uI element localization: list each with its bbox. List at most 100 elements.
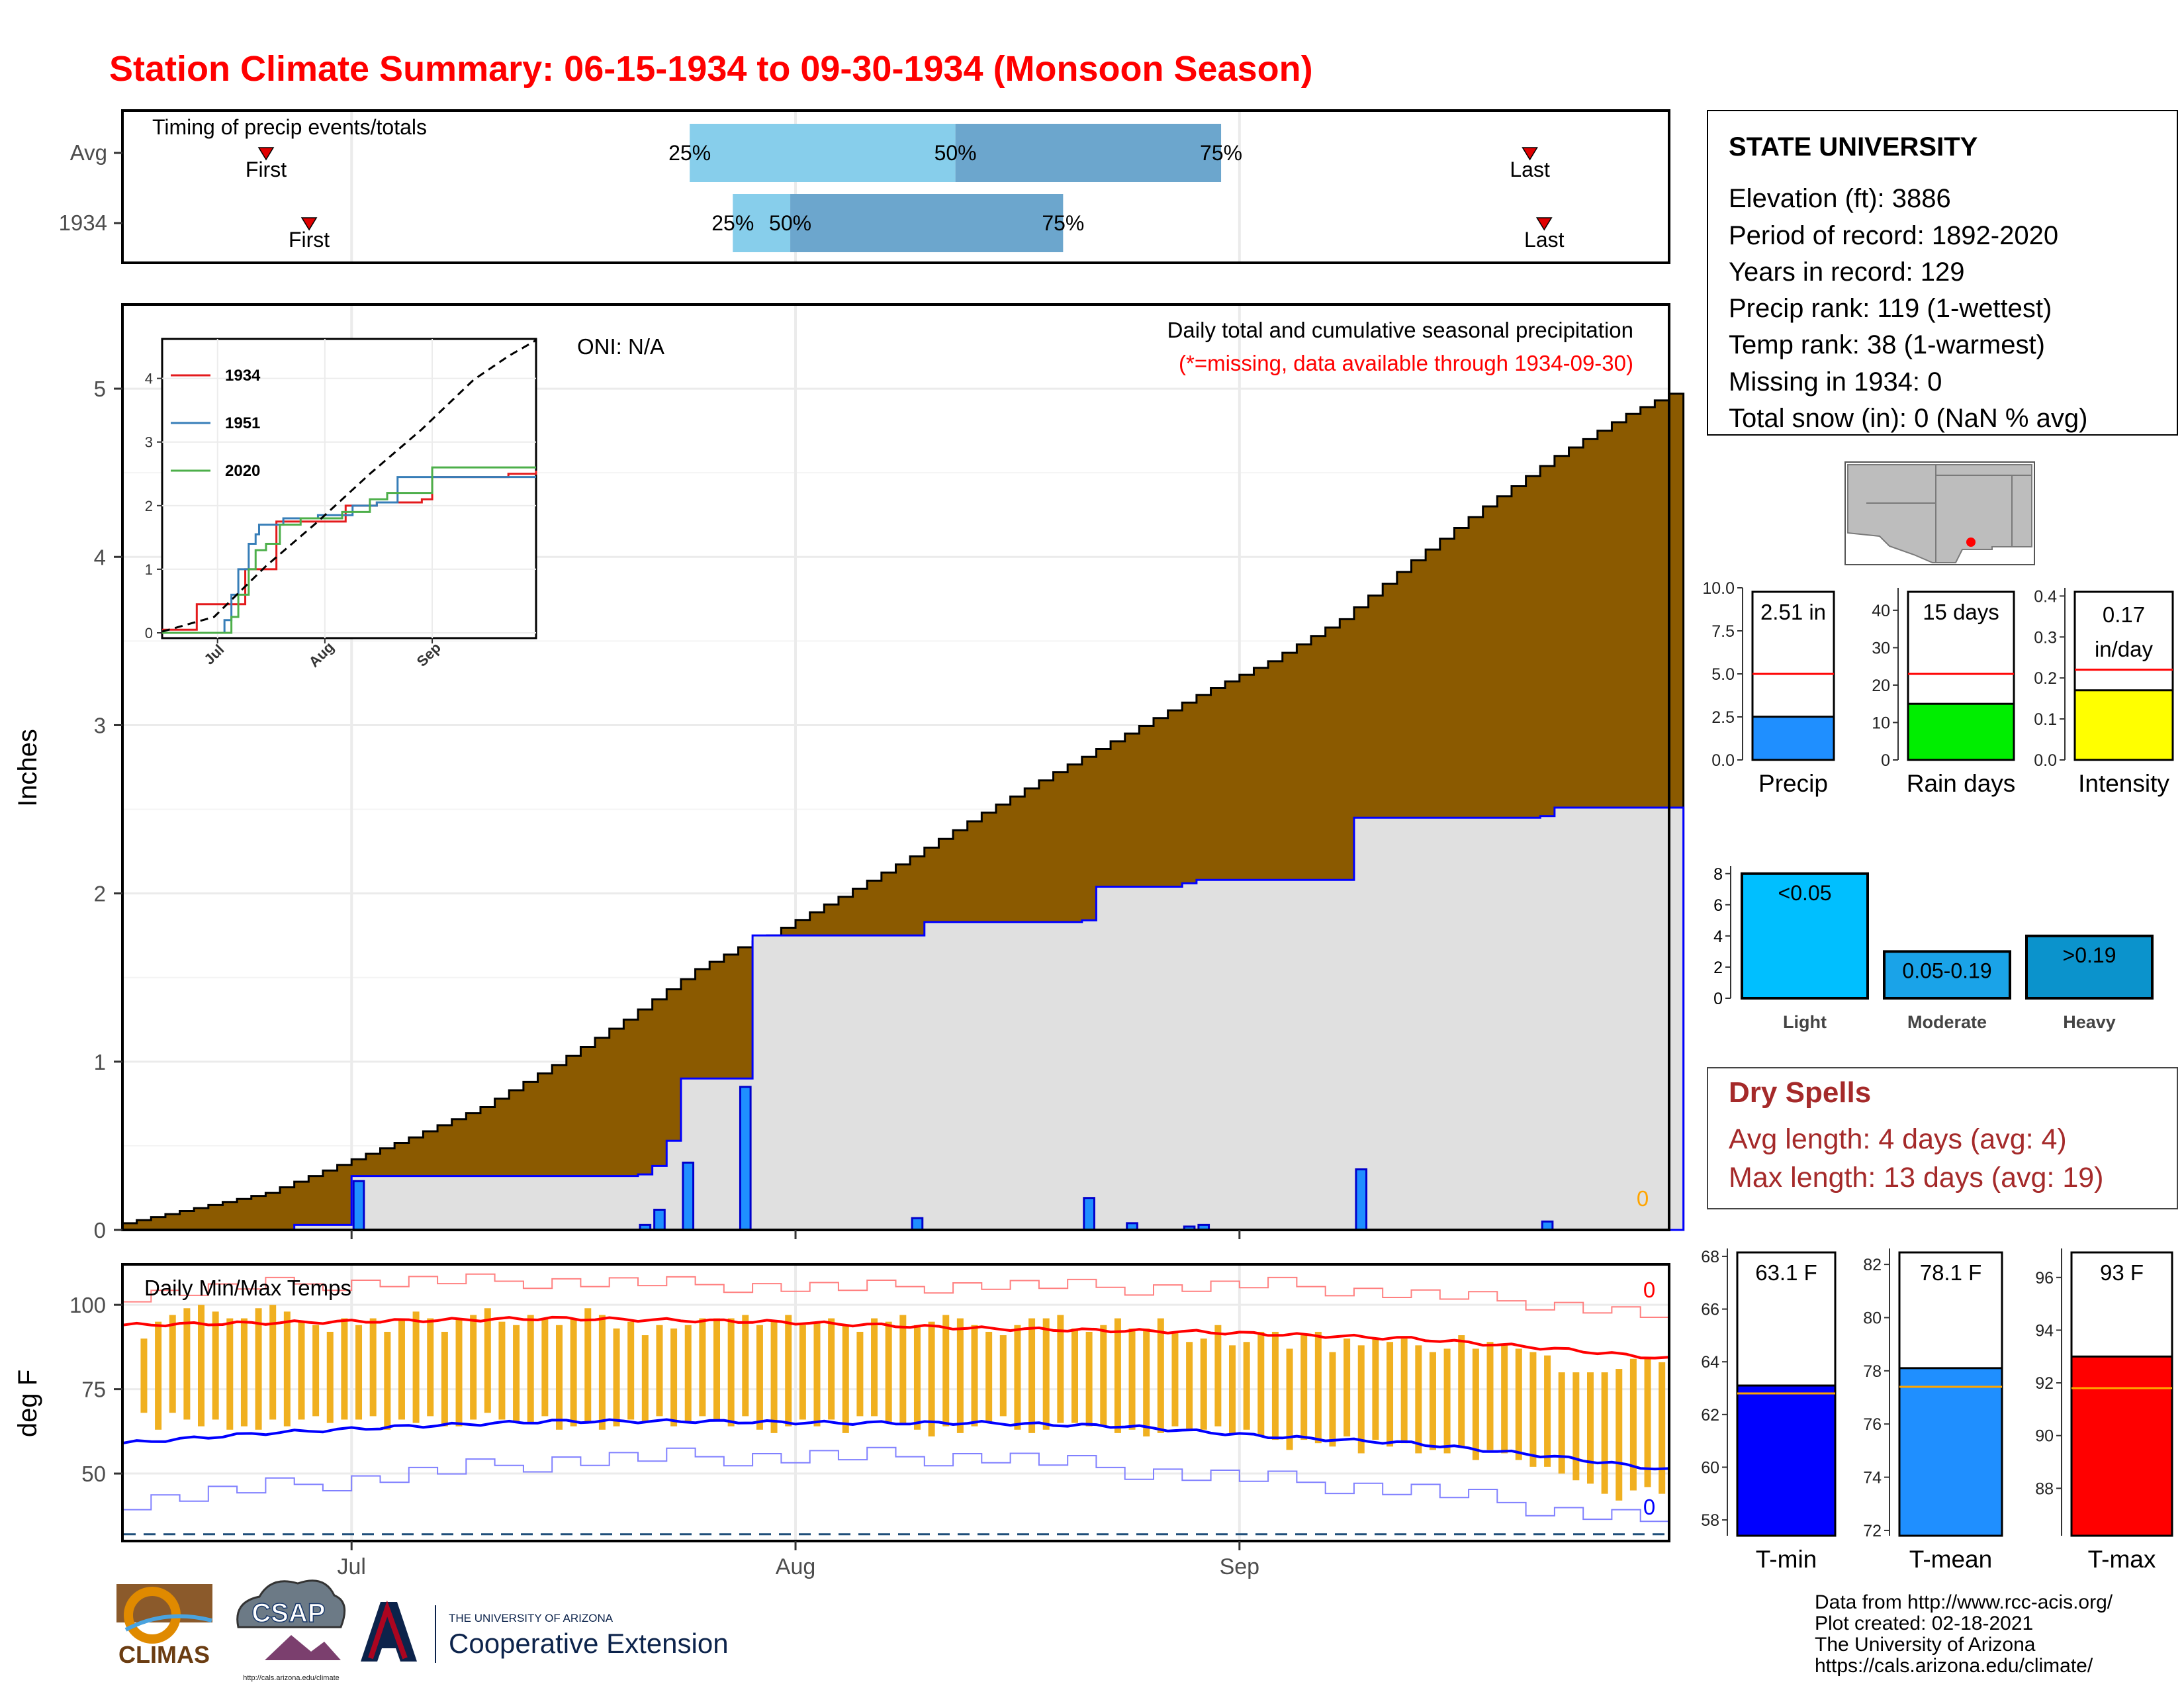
gauge-value-label: 78.1 F (1920, 1260, 1982, 1285)
observed-cumulative-precip-area (122, 806, 1685, 1231)
gauge-value-label: 0.17 (2103, 602, 2145, 627)
events-bar-moderate (1883, 950, 2011, 1000)
precip-y-tick-label: 2 (94, 882, 106, 906)
daily-temp-range-bar (985, 1331, 993, 1423)
timing-p75-label: 75% (1042, 211, 1084, 235)
gauge-y-tick-label: 30 (1872, 639, 1890, 657)
events-y-tick-label: 6 (1713, 896, 1723, 915)
gauge-y-tick-label: 90 (2035, 1427, 2054, 1446)
daily-temp-range-bar (699, 1318, 706, 1417)
daily-temp-range-bar (584, 1308, 592, 1423)
dry-spells-title: Dry Spells (1729, 1076, 1871, 1109)
footer-line: Data from http://www.rcc-acis.org/ (1815, 1591, 2113, 1613)
footer-line: Plot created: 02-18-2021 (1815, 1613, 2033, 1634)
temp-x-tick-label: Jul (337, 1554, 365, 1579)
daily-temp-range-bar (198, 1305, 205, 1427)
inset-legend-label: 1951 (225, 414, 260, 432)
daily-temp-range-bar (928, 1321, 935, 1436)
station-info-box: STATE UNIVERSITY Elevation (ft): 3886 Pe… (1707, 110, 2178, 436)
station-line-elevation: Elevation (ft): 3886 (1729, 184, 1951, 213)
precip-panel-frame (121, 303, 1670, 1231)
temp-x-tick-label: Aug (776, 1554, 816, 1579)
gauge-raindays_gauge: 0 10 20 30 40 15 days Rain days (1872, 588, 2015, 797)
daily-temp-range-bar (1229, 1345, 1236, 1433)
daily-temp-range-bar (1558, 1372, 1565, 1474)
gauge-y-tick-label: 82 (1863, 1256, 1882, 1274)
temp-y-tick-label: 100 (69, 1293, 106, 1317)
daily-temp-range-bar (899, 1315, 907, 1423)
daily-precip-bar (1355, 1168, 1368, 1231)
gauge-y-tick-label: 0.0 (1711, 751, 1735, 770)
gauge-precip_gauge: 0.0 2.5 5.0 7.5 10.0 2.51 in Precip (1702, 579, 1835, 797)
precip-y-tick-label: 3 (94, 713, 106, 737)
gauge-y-tick-label: 96 (2035, 1269, 2054, 1288)
record-min-temp-line (122, 1446, 1670, 1523)
daily-temp-range-bar (326, 1331, 334, 1423)
daily-temp-range-bar (1615, 1369, 1623, 1501)
daily-temp-range-bar (871, 1318, 878, 1417)
daily-temp-range-bar (513, 1325, 520, 1423)
daily-temp-range-bar (598, 1315, 606, 1430)
daily-precip-bar (352, 1180, 365, 1231)
temp-x-tick-label: Sep (1220, 1554, 1260, 1579)
daily-temp-range-bar (226, 1318, 234, 1430)
daily-precip-bar (739, 1086, 752, 1231)
inset-average-line (161, 339, 537, 633)
gauge-y-tick-label: 20 (1872, 677, 1890, 695)
station-line-years: Years in record: 129 (1729, 258, 1965, 287)
station-line-missing: Missing in 1934: 0 (1729, 367, 1942, 397)
daily-temp-range-bar (183, 1308, 191, 1420)
gauge-y-tick-label: 0.0 (2034, 751, 2057, 770)
precip-events-chart: 0 2 4 6 8 <0.05 Light 0.05-0.19 Moderate >0.19 Hea… (1713, 865, 2154, 1032)
missing-count-temp-top: 0 (1643, 1278, 1655, 1302)
climas-logo: CLIMAS (116, 1584, 212, 1668)
timing-bar-q1 (733, 194, 791, 252)
daily-temp-range-bar (1257, 1331, 1265, 1436)
events-bar-heavy (2025, 934, 2154, 1000)
timing-p75-label: 75% (1200, 141, 1242, 165)
timing-bar-q2 (955, 124, 1222, 182)
daily-temp-range-bar (1014, 1325, 1021, 1430)
daily-temp-range-bar (1042, 1318, 1050, 1430)
inset-y-tick-label: 0 (145, 625, 153, 641)
gauge-y-tick-label: 74 (1863, 1469, 1882, 1487)
missing-count-precip: 0 (1637, 1186, 1649, 1211)
gauge-value-bar (2073, 689, 2174, 761)
daily-temp-range-bar (498, 1321, 506, 1420)
gauge-y-tick-label: 72 (1863, 1522, 1882, 1540)
gauge-y-tick-label: 80 (1863, 1309, 1882, 1327)
gauge-category-label: Precip (1758, 770, 1828, 797)
daily-temp-range-bar (1286, 1348, 1293, 1450)
gauge-value-label: in/day (2095, 637, 2154, 661)
daily-temp-range-bar (641, 1335, 649, 1423)
temp-chart-title: Daily Min/Max Temps (144, 1276, 351, 1300)
csap-logo: CSAP http://cals.arizona.edu/climate (236, 1579, 346, 1682)
oni-label: ONI: N/A (577, 334, 664, 359)
station-line-temp-rank: Temp rank: 38 (1-warmest) (1729, 330, 2045, 359)
timing-p50-label: 50% (769, 211, 811, 235)
gauge-y-tick-label: 58 (1701, 1511, 1719, 1530)
daily-temp-range-bar (298, 1321, 305, 1420)
csap-logo-url: http://cals.arizona.edu/climate (243, 1674, 340, 1682)
temp-panel: 50 75 100 deg F Daily Min/Max Temps 0 0 Ju… (13, 1263, 1670, 1579)
gauge-y-tick-label: 60 (1701, 1458, 1719, 1477)
daily-temp-range-bar (613, 1328, 620, 1427)
daily-temp-range-bar (684, 1325, 692, 1423)
temp-lines (122, 1273, 1670, 1536)
state-region-shape (1847, 464, 2032, 563)
daily-temp-range-bar (913, 1325, 921, 1430)
temp-panel-bg (122, 1264, 1669, 1541)
daily-temp-range-bar (1601, 1372, 1608, 1494)
daily-temp-range-bar (269, 1305, 277, 1420)
events-bar-light (1741, 872, 1869, 1000)
inset-series-line-1951 (162, 476, 536, 634)
daily-temp-range-bars (140, 1305, 1666, 1501)
timing-first-label: First (289, 228, 330, 252)
temp-y-tick-label: 50 (81, 1462, 106, 1486)
station-line-precip-rank: Precip rank: 119 (1-wettest) (1729, 294, 2052, 323)
gauge-y-tick-label: 64 (1701, 1353, 1719, 1372)
dry-spells-frame (1707, 1067, 2178, 1209)
footer-credits: Data from http://www.rcc-acis.org/ Plot … (1815, 1591, 2113, 1677)
daily-temp-range-bar (1271, 1331, 1279, 1440)
